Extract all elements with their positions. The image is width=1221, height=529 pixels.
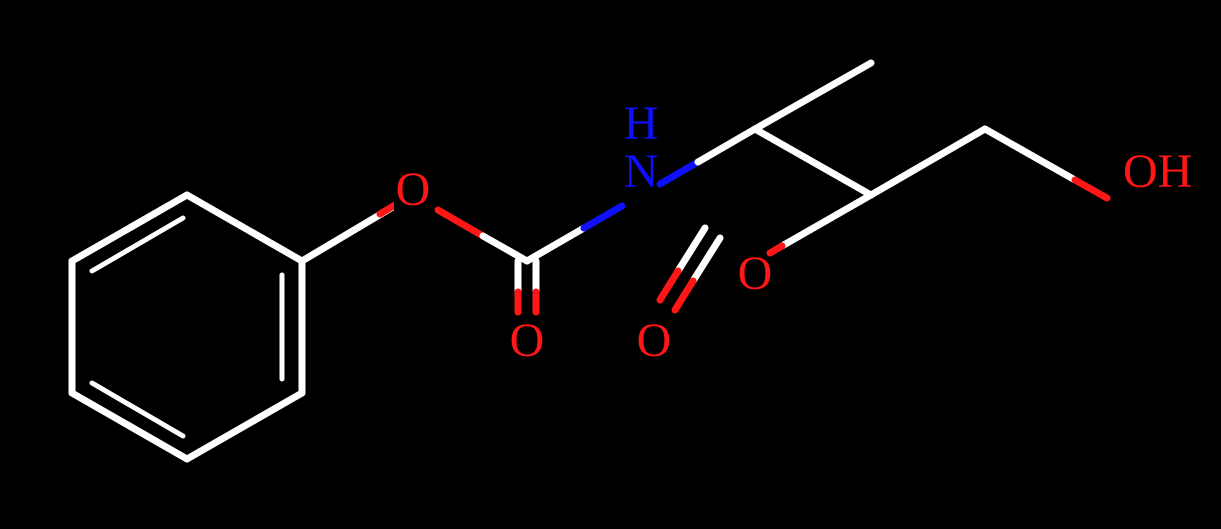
label-O1-redraw: O: [396, 163, 431, 216]
label-NH-H: H: [624, 97, 659, 150]
bond-Cb-O4-white: [782, 195, 871, 246]
label-OH: OH: [1123, 145, 1192, 198]
label-O3: O: [637, 314, 672, 367]
molecule-structure: CH2 carbon at (~360,228)?? then to O(420…: [0, 0, 1221, 529]
bond-O1-Ccarb: [438, 210, 527, 261]
bond-Ccarb-N: [527, 206, 622, 261]
bond-ring-O1-redend: [380, 205, 395, 214]
label-N: N: [624, 145, 659, 198]
atom-labels: O O O O N H OH: [396, 97, 1193, 367]
bond-Cc-COH-white: [985, 129, 1075, 180]
ester-group: [660, 228, 730, 310]
bond-Ccarb-O2-double: [518, 261, 536, 312]
label-O2: O: [510, 314, 545, 367]
bond-Calpha-Cb: [755, 129, 871, 195]
bond-Calpha-CH3: [755, 63, 871, 129]
label-O4: O: [738, 247, 773, 300]
benzene-ring: [72, 195, 302, 459]
bond-Cb-Cc: [871, 129, 985, 195]
bond-Cc-COH-red: [1075, 180, 1107, 198]
